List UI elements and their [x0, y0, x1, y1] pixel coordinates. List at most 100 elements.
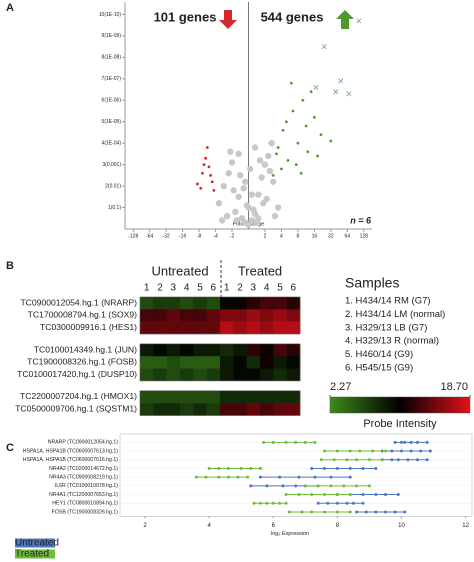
point — [274, 204, 282, 211]
point — [346, 91, 352, 97]
x-tick-label: 8 — [336, 523, 340, 529]
heat-cell — [140, 321, 154, 335]
point — [289, 81, 293, 85]
point — [252, 501, 256, 505]
point — [294, 440, 298, 444]
heat-cell — [286, 368, 301, 382]
point — [338, 78, 344, 84]
point — [348, 466, 352, 470]
point — [249, 466, 253, 470]
heat-cell — [233, 309, 247, 322]
point — [275, 152, 278, 156]
heat-cell — [260, 356, 274, 369]
column-label: 3 — [171, 283, 177, 294]
row-label: TC0500009706.hg.1 (SQSTM1) — [15, 404, 137, 414]
heat-cell — [180, 356, 194, 369]
heat-cell — [153, 390, 167, 404]
colorbar-label: Probe Intensity — [363, 418, 437, 430]
point — [416, 440, 420, 444]
heat-cell — [246, 403, 261, 416]
point — [355, 458, 359, 462]
point — [321, 44, 327, 50]
point — [235, 150, 242, 158]
heat-cell — [206, 343, 221, 357]
point — [286, 158, 290, 162]
point — [270, 178, 277, 185]
legend-label: Treated — [15, 549, 49, 560]
point — [374, 466, 378, 470]
x-tick-label: -4 — [213, 233, 218, 239]
point — [335, 501, 339, 505]
point — [262, 440, 266, 444]
heat-cell — [260, 390, 274, 404]
point — [319, 458, 323, 462]
point — [355, 510, 359, 514]
x-tick-label: -32 — [163, 233, 170, 239]
point — [278, 475, 282, 479]
column-label: 4 — [264, 283, 270, 294]
point — [248, 191, 255, 198]
heat-cell — [153, 368, 167, 382]
column-label: 5 — [197, 283, 203, 294]
heat-cell — [166, 309, 181, 322]
row-label: TC2200007204.hg.1 (HMOX1) — [20, 391, 137, 401]
point — [300, 510, 304, 514]
point — [196, 182, 199, 186]
point — [348, 475, 352, 479]
heat-cell — [166, 343, 181, 357]
point — [335, 449, 339, 453]
point — [280, 167, 283, 171]
y-tick-label: 6(1E-06) — [102, 98, 122, 104]
point — [361, 501, 365, 505]
point — [225, 170, 232, 177]
point — [204, 475, 208, 479]
point — [310, 510, 314, 514]
heat-cell — [220, 309, 234, 322]
column-label: 2 — [237, 283, 243, 294]
legend-swatch — [15, 538, 55, 548]
point — [281, 484, 285, 488]
heat-cell — [233, 343, 247, 357]
legend-item: 3. H329/13 LB (G7) — [345, 322, 427, 333]
heat-cell — [286, 343, 301, 357]
heat-cell — [286, 403, 301, 416]
point — [232, 208, 239, 216]
x-tick-label: 6 — [272, 523, 276, 529]
heat-cell — [166, 390, 181, 404]
legend-item: 1. H434/14 RM (G7) — [345, 296, 431, 307]
point — [217, 475, 221, 479]
point — [258, 466, 262, 470]
row-label: IL6R (TC0100010078.hg.1) — [55, 483, 118, 489]
point — [210, 180, 214, 184]
heat-cell — [180, 297, 194, 310]
annotation: 544 genes — [261, 9, 324, 24]
heat-cell — [153, 403, 167, 416]
point — [356, 18, 362, 24]
heat-cell — [273, 356, 287, 369]
point — [202, 163, 206, 167]
point — [309, 90, 313, 94]
column-label: 3 — [251, 283, 257, 294]
group-label: Treated — [238, 263, 282, 278]
point — [230, 187, 237, 194]
point — [236, 475, 240, 479]
point — [335, 510, 339, 514]
column-label: 6 — [291, 283, 297, 294]
x-tick-label: 128 — [360, 233, 369, 239]
legend-item: 6. H545/15 (G9) — [345, 363, 413, 374]
x-axis-label: log₂ Expression — [271, 531, 309, 537]
point — [209, 173, 213, 177]
heat-cell — [206, 368, 221, 382]
point — [296, 141, 300, 145]
row-label: NRARP (TC0900012054.hg.1) — [48, 440, 119, 446]
point — [260, 200, 267, 207]
x-tick-label: 16 — [312, 233, 318, 239]
y-tick-label: 4(1E-04) — [102, 141, 122, 147]
heat-cell — [180, 309, 194, 322]
point — [409, 440, 413, 444]
heat-cell — [166, 297, 181, 310]
heat-cell — [260, 368, 274, 382]
heat-cell — [140, 403, 154, 416]
point — [235, 193, 242, 201]
